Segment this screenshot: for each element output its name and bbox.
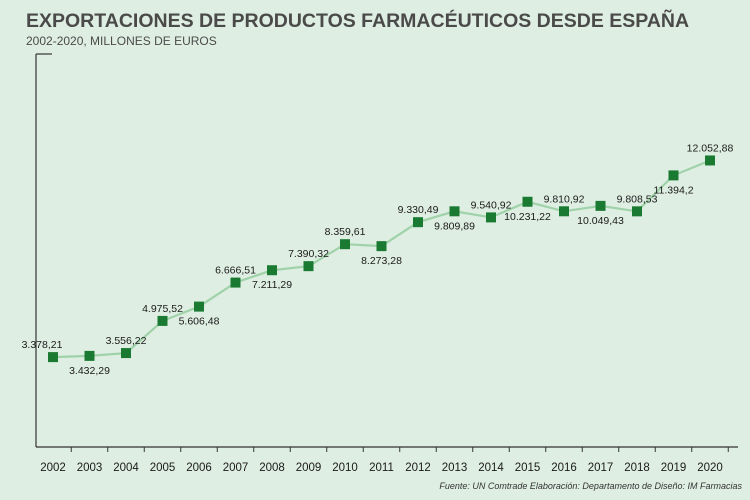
data-label: 9.809,89 [434, 220, 475, 232]
x-tick-label: 2019 [661, 462, 687, 474]
data-point [121, 348, 131, 359]
x-tick-label: 2003 [77, 462, 103, 474]
data-point [705, 155, 715, 166]
data-labels: 3.378,21 3.432,29 3.556,22 4.975,525.606,48… [22, 142, 734, 376]
data-point [267, 265, 277, 276]
data-point [340, 239, 350, 250]
data-label: 9.808,53 [617, 193, 658, 205]
x-tick-labels: 2002 2003 2004 2005 2006 2007 2008 2009 2010 2011… [40, 462, 723, 474]
chart-title: EXPORTACIONES DE PRODUCTOS FARMACÉUTICOS… [26, 10, 690, 32]
data-point [449, 206, 460, 217]
data-point [522, 196, 533, 207]
data-label: 4.975,52 [142, 303, 183, 315]
x-tick-label: 2005 [150, 462, 176, 474]
x-tick-label: 2014 [478, 462, 504, 474]
x-tick-label: 2002 [40, 462, 66, 474]
x-tick-label: 2007 [223, 462, 249, 474]
data-label: 7.211,29 [252, 279, 292, 291]
x-tick-label: 2004 [113, 462, 139, 474]
data-label: 8.273,28 [361, 255, 402, 267]
data-point [157, 315, 168, 326]
data-label: 3.556,22 [106, 335, 147, 347]
data-label: 6.666,51 [215, 265, 256, 277]
data-point [230, 277, 241, 288]
data-label: 10.231,22 [504, 211, 551, 223]
x-tick-label: 2006 [186, 462, 212, 474]
data-point [376, 241, 387, 252]
data-markers [48, 155, 715, 363]
data-point [668, 170, 679, 181]
data-point [595, 200, 606, 211]
data-point [413, 217, 423, 228]
data-label: 12.052,88 [687, 142, 734, 154]
x-tick-label: 2015 [515, 462, 541, 474]
data-label: 5.606,48 [179, 316, 220, 328]
x-tick-label: 2012 [405, 462, 431, 474]
data-label: 9.540,92 [471, 199, 512, 211]
data-point [303, 261, 314, 272]
data-point [559, 206, 569, 217]
data-point [486, 212, 496, 223]
data-point [48, 352, 58, 363]
data-label: 3.378,21 [22, 339, 63, 351]
x-tick-label: 2018 [624, 462, 650, 474]
data-label: 8.359,61 [325, 226, 366, 238]
data-label: 9.330,49 [398, 204, 439, 216]
x-tick-label: 2009 [296, 462, 322, 474]
x-tick-label: 2010 [332, 462, 358, 474]
data-label: 11.394,2 [653, 184, 693, 196]
x-tick-label: 2011 [369, 462, 394, 474]
chart-subtitle: 2002-2020, MILLONES DE EUROS [26, 34, 217, 48]
data-point [632, 206, 642, 217]
source-note: Fuente: UN Comtrade Elaboración: Departa… [439, 481, 742, 491]
x-tick-label: 2016 [551, 462, 577, 474]
data-label: 9.810,92 [544, 193, 585, 205]
data-label: 7.390,32 [288, 248, 329, 260]
data-label: 3.432,29 [69, 365, 110, 377]
x-tick-label: 2020 [697, 462, 723, 474]
data-label: 10.049,43 [577, 215, 624, 227]
x-tick-label: 2008 [259, 462, 285, 474]
x-tick-label: 2017 [588, 462, 614, 474]
x-tick-label: 2013 [442, 462, 468, 474]
data-point [84, 350, 95, 361]
x-ticks [70, 447, 729, 452]
data-point [194, 301, 204, 312]
